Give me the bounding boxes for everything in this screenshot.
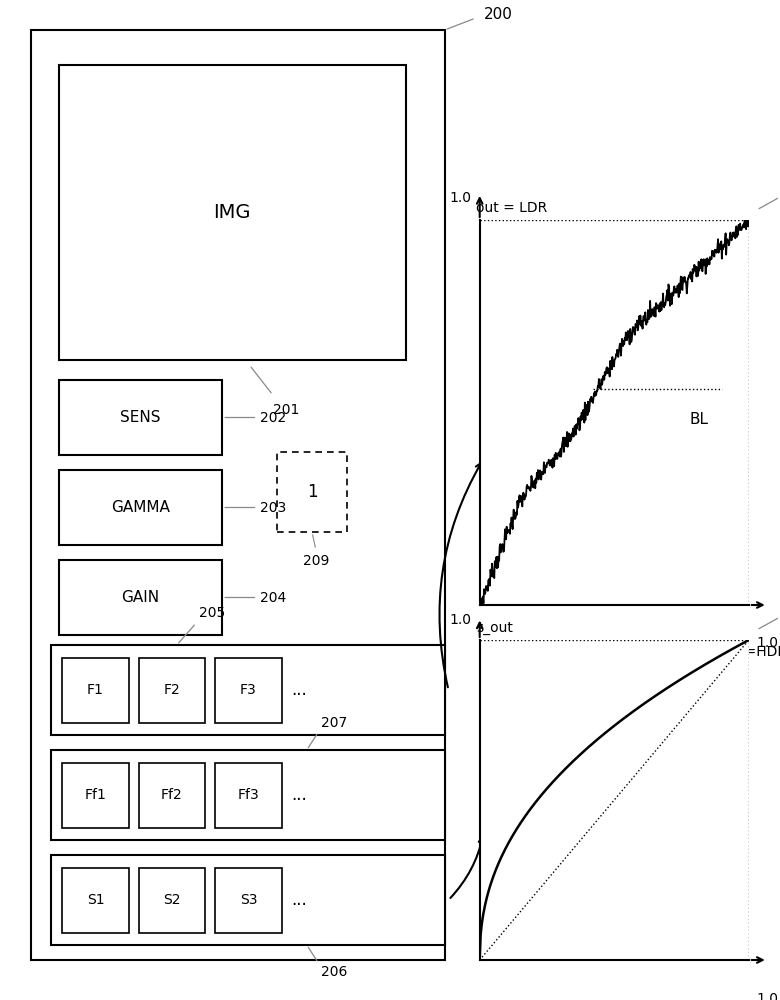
Text: GAMMA: GAMMA [111, 500, 170, 515]
Text: in=HDR: in=HDR [732, 645, 780, 659]
Text: S2: S2 [163, 893, 181, 907]
Text: GAIN: GAIN [122, 590, 159, 605]
FancyBboxPatch shape [51, 750, 445, 840]
Text: SENS: SENS [120, 410, 161, 425]
FancyBboxPatch shape [62, 658, 129, 722]
Text: Ff1: Ff1 [84, 788, 107, 802]
FancyBboxPatch shape [58, 560, 222, 635]
Text: IMG: IMG [213, 203, 251, 222]
Text: 207: 207 [321, 716, 347, 730]
FancyBboxPatch shape [62, 762, 129, 828]
FancyBboxPatch shape [215, 658, 282, 722]
Text: 206: 206 [321, 965, 347, 979]
Text: F3: F3 [240, 683, 257, 697]
Text: 209: 209 [303, 554, 329, 568]
FancyBboxPatch shape [62, 867, 129, 932]
Text: S1: S1 [87, 893, 105, 907]
Text: 200: 200 [484, 7, 512, 22]
Text: ...: ... [292, 786, 307, 804]
Text: S3: S3 [239, 893, 257, 907]
FancyBboxPatch shape [277, 452, 347, 532]
FancyBboxPatch shape [139, 762, 205, 828]
Text: 205: 205 [199, 606, 225, 620]
FancyBboxPatch shape [51, 855, 445, 945]
Text: ...: ... [292, 681, 307, 699]
Text: F2: F2 [164, 683, 180, 697]
FancyBboxPatch shape [139, 658, 205, 722]
Text: out = LDR: out = LDR [476, 201, 547, 215]
Text: 203: 203 [260, 500, 286, 514]
Text: 202: 202 [260, 410, 286, 424]
Text: Ff2: Ff2 [161, 788, 183, 802]
Text: 201: 201 [273, 403, 300, 417]
Text: 图 2a: 图 2a [488, 645, 520, 660]
Text: ...: ... [292, 891, 307, 909]
Text: s_out: s_out [476, 621, 512, 635]
FancyBboxPatch shape [215, 762, 282, 828]
FancyBboxPatch shape [58, 380, 222, 455]
FancyBboxPatch shape [51, 645, 445, 735]
FancyBboxPatch shape [58, 470, 222, 545]
Text: Ff3: Ff3 [238, 788, 259, 802]
Text: 204: 204 [260, 590, 286, 604]
FancyBboxPatch shape [31, 30, 445, 960]
Text: 1: 1 [307, 483, 317, 501]
FancyBboxPatch shape [139, 867, 205, 932]
FancyBboxPatch shape [58, 65, 406, 360]
Text: F1: F1 [87, 683, 104, 697]
FancyBboxPatch shape [215, 867, 282, 932]
